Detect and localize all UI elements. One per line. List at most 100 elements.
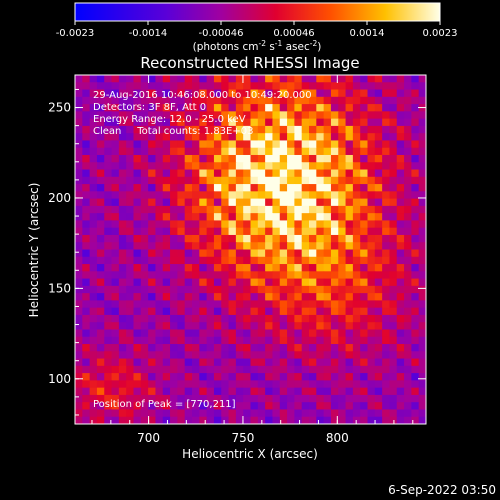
heatmap-cell — [126, 125, 135, 134]
heatmap-cell — [243, 96, 252, 105]
heatmap-cell — [279, 184, 288, 192]
heatmap-cell — [148, 96, 157, 105]
heatmap-cell — [199, 184, 208, 192]
heatmap-cell — [374, 89, 383, 98]
heatmap-cell — [418, 191, 426, 200]
heatmap-cell — [294, 351, 303, 360]
heatmap-cell — [309, 365, 317, 374]
heatmap-cell — [235, 373, 244, 381]
heatmap-cell — [133, 264, 142, 272]
heatmap-cell — [133, 205, 142, 214]
heatmap-cell — [294, 329, 303, 338]
heatmap-cell — [396, 89, 405, 98]
heatmap-cell — [75, 249, 83, 258]
heatmap-cell — [287, 249, 295, 258]
heatmap-cell — [75, 89, 83, 98]
heatmap-cell — [272, 300, 281, 309]
heatmap-cell — [235, 416, 244, 424]
heatmap-cell — [323, 104, 332, 112]
heatmap-cell — [294, 402, 303, 411]
heatmap-cell — [111, 205, 120, 214]
heatmap-cell — [404, 365, 412, 374]
heatmap-cell — [243, 314, 252, 323]
heatmap-cell — [250, 169, 259, 178]
heatmap-cell — [162, 264, 171, 272]
heatmap-cell — [89, 176, 98, 185]
heatmap-cell — [184, 205, 193, 214]
heatmap-cell — [396, 147, 405, 156]
heatmap-cell — [323, 89, 332, 98]
heatmap-cell — [192, 307, 200, 316]
heatmap-cell — [287, 191, 295, 200]
heatmap-cell — [96, 154, 105, 163]
heatmap-cell — [382, 322, 391, 331]
heatmap-cell — [257, 133, 266, 142]
heatmap-cell — [389, 293, 398, 301]
heatmap-cell — [235, 191, 244, 200]
heatmap-cell — [228, 96, 237, 105]
heatmap-cell — [75, 162, 83, 171]
heatmap-cell — [235, 249, 244, 258]
heatmap-cell — [184, 271, 193, 280]
heatmap-cell — [199, 380, 208, 389]
heatmap-cell — [104, 322, 113, 331]
heatmap-cell — [272, 213, 281, 222]
heatmap-cell — [316, 271, 325, 280]
heatmap-cell — [257, 409, 266, 418]
heatmap-cell — [75, 307, 83, 316]
heatmap-cell — [309, 140, 317, 149]
heatmap-cell — [309, 234, 317, 243]
heatmap-cell — [243, 300, 252, 309]
heatmap-cell — [133, 373, 142, 381]
heatmap-cell — [294, 176, 303, 185]
heatmap-cell — [330, 184, 339, 192]
heatmap-cell — [221, 242, 230, 251]
heatmap-cell — [374, 373, 383, 381]
heatmap-cell — [111, 227, 120, 236]
heatmap-cell — [228, 314, 237, 323]
heatmap-cell — [345, 140, 354, 149]
heatmap-cell — [330, 380, 339, 389]
heatmap-cell — [96, 133, 105, 142]
heatmap-cell — [75, 176, 83, 185]
heatmap-cell — [272, 140, 281, 149]
heatmap-cell — [192, 271, 200, 280]
heatmap-cell — [367, 409, 376, 418]
heatmap-cell — [126, 242, 135, 251]
heatmap-cell — [374, 176, 383, 185]
heatmap-cell — [96, 220, 105, 229]
heatmap-cell — [294, 118, 303, 127]
heatmap-cell — [104, 176, 113, 185]
heatmap-cell — [133, 344, 142, 352]
heatmap-cell — [352, 169, 361, 178]
heatmap-cell — [206, 154, 215, 163]
heatmap-cell — [126, 344, 135, 352]
heatmap-cell — [309, 409, 317, 418]
heatmap-cell — [170, 111, 178, 120]
heatmap-cell — [111, 169, 120, 178]
heatmap-cell — [104, 409, 113, 418]
heatmap-cell — [418, 118, 426, 127]
heatmap-cell — [330, 351, 339, 360]
heatmap-cell — [75, 147, 83, 156]
heatmap-cell — [192, 198, 200, 207]
heatmap-cell — [316, 125, 325, 134]
heatmap-cell — [279, 264, 288, 272]
heatmap-cell — [228, 162, 237, 171]
heatmap-cell — [199, 205, 208, 214]
heatmap-cell — [418, 242, 426, 251]
heatmap-cell — [301, 176, 310, 185]
heatmap-cell — [279, 169, 288, 178]
heatmap-cell — [418, 234, 426, 243]
heatmap-cell — [235, 322, 244, 331]
heatmap-cell — [352, 125, 361, 134]
heatmap-cell — [272, 82, 281, 91]
heatmap-cell — [140, 256, 149, 265]
heatmap-cell — [199, 133, 208, 142]
heatmap-cell — [411, 416, 420, 424]
heatmap-cell — [82, 162, 91, 171]
heatmap-cell — [133, 300, 142, 309]
heatmap-cell — [345, 220, 354, 229]
heatmap-cell — [213, 329, 222, 338]
heatmap-cell — [396, 358, 405, 367]
